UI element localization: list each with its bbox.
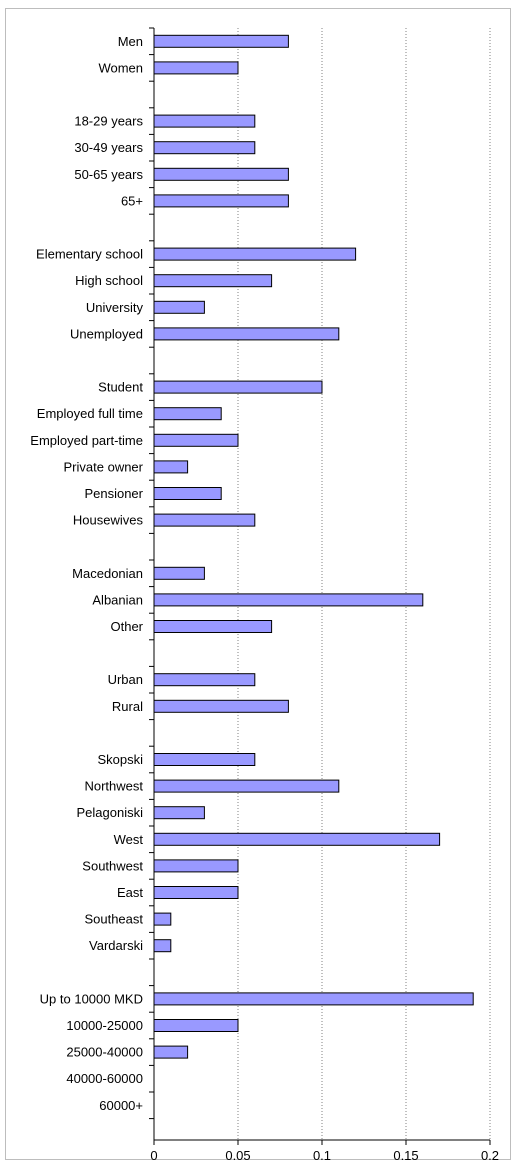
bar-4 (153, 141, 256, 155)
bar-31 (153, 859, 239, 873)
bar-10 (153, 300, 205, 314)
category-label-16: Private owner (64, 459, 144, 474)
bar-25 (153, 699, 289, 713)
category-label-5: 50-65 years (74, 167, 143, 182)
category-label-1: Women (98, 60, 143, 75)
category-label-36: Up to 10000 MKD (40, 991, 143, 1006)
bar-27 (153, 753, 256, 766)
category-label-32: East (117, 885, 143, 900)
category-label-22: Other (110, 619, 143, 634)
category-label-17: Pensioner (84, 486, 143, 501)
bars (153, 34, 474, 1059)
category-label-40: 60000+ (99, 1098, 143, 1113)
category-label-29: Pelagoniski (77, 805, 144, 820)
category-label-31: Southwest (82, 858, 143, 873)
x-tick-label-0: 0 (150, 1148, 157, 1163)
bar-11 (153, 327, 340, 341)
bar-36 (153, 992, 474, 1006)
category-label-30: West (114, 832, 144, 847)
bar-33 (153, 912, 172, 926)
category-label-27: Skopski (97, 752, 143, 767)
category-label-6: 65+ (121, 193, 143, 208)
bar-15 (153, 433, 239, 447)
bar-9 (153, 274, 273, 288)
bar-1 (153, 61, 239, 75)
bar-30 (153, 832, 441, 846)
category-label-25: Rural (112, 699, 143, 714)
bar-16 (153, 460, 189, 474)
bar-38 (153, 1045, 189, 1059)
category-label-8: Elementary school (36, 247, 143, 262)
category-label-24: Urban (108, 672, 143, 687)
bar-18 (153, 513, 256, 527)
x-tick-labels: 0 0.05 0.1 0.15 0.2 (150, 1148, 499, 1163)
category-label-15: Employed part-time (30, 433, 143, 448)
bar-22 (153, 620, 273, 633)
bar-32 (153, 886, 239, 899)
x-tick-label-2: 0.1 (313, 1148, 331, 1163)
category-label-14: Employed full time (37, 406, 143, 421)
category-label-39: 40000-60000 (66, 1071, 143, 1086)
grid-lines (237, 28, 491, 1140)
category-label-21: Albanian (92, 592, 143, 607)
category-label-0: Men (118, 34, 143, 49)
bar-28 (153, 779, 340, 793)
bar-6 (153, 194, 289, 208)
category-label-37: 10000-25000 (66, 1018, 143, 1033)
axes (149, 27, 491, 1145)
x-tick-label-1: 0.05 (225, 1148, 250, 1163)
bar-21 (153, 593, 424, 607)
category-label-33: Southeast (84, 912, 143, 927)
bar-8 (153, 247, 357, 261)
category-label-13: Student (98, 380, 143, 395)
category-label-38: 25000-40000 (66, 1045, 143, 1060)
category-label-20: Macedonian (72, 566, 143, 581)
category-label-9: High school (75, 273, 143, 288)
bar-29 (153, 806, 205, 820)
category-label-10: University (86, 300, 144, 315)
category-label-4: 30-49 years (74, 140, 143, 155)
category-label-34: Vardarski (89, 938, 143, 953)
bar-37 (153, 1019, 239, 1032)
bar-24 (153, 673, 256, 687)
bar-34 (153, 939, 172, 953)
category-labels: Men Women 18-29 years 30-49 years 50-65 year… (30, 34, 143, 1113)
bar-13 (153, 380, 323, 394)
bar-0 (153, 34, 289, 48)
category-label-11: Unemployed (70, 326, 143, 341)
bar-20 (153, 566, 205, 580)
x-tick-label-4: 0.2 (481, 1148, 499, 1163)
bar-3 (153, 114, 256, 128)
category-label-3: 18-29 years (74, 114, 143, 129)
bar-5 (153, 167, 289, 181)
category-label-28: Northwest (84, 779, 143, 794)
category-label-18: Housewives (73, 513, 144, 528)
bar-17 (153, 487, 222, 500)
bar-14 (153, 407, 222, 421)
x-tick-label-3: 0.15 (393, 1148, 418, 1163)
